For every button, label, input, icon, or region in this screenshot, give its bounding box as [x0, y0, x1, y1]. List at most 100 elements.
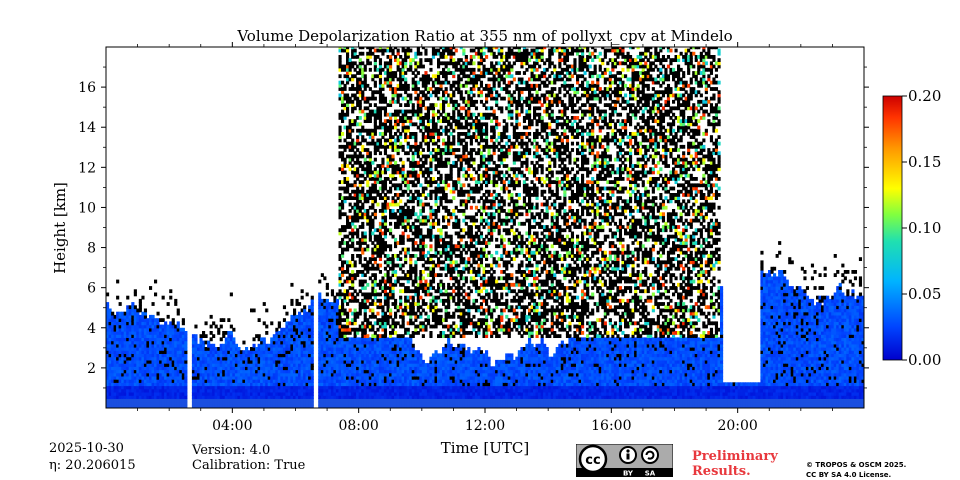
heat-cell: [338, 266, 342, 271]
heat-cell: [149, 343, 153, 348]
heat-cell: [257, 392, 261, 396]
heat-cell: [358, 109, 362, 114]
heat-cell: [176, 356, 180, 361]
heat-cell: [348, 321, 352, 326]
heat-cell: [383, 225, 388, 229]
heat-cell: [373, 48, 377, 53]
heat-cell: [333, 327, 337, 332]
heat-cell: [419, 279, 423, 284]
heat-cell: [287, 334, 292, 339]
heat-cell: [166, 375, 170, 380]
heat-cell: [363, 359, 367, 364]
heat-cell: [416, 398, 420, 403]
heat-cell: [133, 363, 137, 367]
heat-cell: [305, 347, 309, 351]
heat-cell: [383, 205, 388, 210]
heat-cell: [424, 289, 428, 294]
heat-cell: [108, 350, 112, 355]
heat-cell: [343, 212, 347, 217]
heat-cell: [298, 359, 302, 364]
heat-cell: [227, 372, 231, 377]
heat-cell: [133, 356, 137, 361]
heat-cell: [245, 401, 249, 406]
heat-cell: [270, 379, 274, 383]
heat-cell: [171, 350, 175, 355]
heat-cell: [368, 103, 372, 108]
heat-cell: [381, 343, 385, 348]
heat-cell: [224, 401, 228, 406]
heat-cell: [219, 395, 223, 400]
heat-cell: [323, 337, 327, 342]
heat-cell: [174, 298, 178, 303]
heat-cell: [391, 196, 395, 201]
heat-cell: [123, 327, 127, 332]
heat-cell: [227, 392, 231, 396]
heat-cell: [229, 353, 233, 358]
heat-cell: [232, 404, 236, 408]
heat-cell: [287, 331, 292, 335]
heat-cell: [111, 314, 115, 319]
heat-cell: [242, 369, 246, 374]
heat-cell: [394, 382, 398, 387]
heat-cell: [136, 385, 140, 390]
heat-cell: [401, 160, 405, 165]
heat-cell: [305, 379, 309, 383]
heat-cell: [308, 331, 312, 335]
heat-cell: [363, 382, 367, 387]
heat-cell: [404, 305, 408, 310]
heat-cell: [229, 372, 233, 377]
heat-cell: [227, 318, 231, 323]
heat-cell: [386, 395, 390, 400]
heat-cell: [378, 173, 383, 178]
heat-cell: [194, 347, 198, 351]
heat-cell: [133, 369, 137, 374]
heat-cell: [368, 366, 372, 371]
heat-cell: [136, 314, 140, 319]
heat-cell: [338, 154, 342, 159]
heat-cell: [383, 80, 388, 85]
heat-cell: [310, 375, 314, 380]
heat-cell: [247, 395, 251, 400]
heat-cell: [416, 51, 420, 56]
heat-cell: [391, 302, 395, 306]
heat-cell: [154, 385, 158, 390]
heat-cell: [404, 369, 408, 374]
heat-cell: [341, 186, 345, 191]
heat-cell: [181, 331, 185, 335]
heat-cell: [373, 96, 377, 101]
heat-cell: [389, 257, 393, 262]
heat-cell: [212, 375, 216, 380]
heat-cell: [325, 347, 329, 351]
heat-cell: [176, 350, 180, 355]
heat-cell: [197, 398, 201, 403]
heat-cell: [151, 347, 155, 351]
heat-cell: [391, 77, 395, 82]
heat-cell: [272, 340, 276, 345]
heat-cell: [406, 237, 410, 242]
heat-cell: [366, 47, 370, 50]
heat-cell: [149, 324, 153, 329]
heat-cell: [298, 353, 302, 358]
heat-cell: [323, 327, 327, 332]
heat-cell: [383, 177, 388, 181]
heat-cell: [209, 375, 213, 380]
heat-cell: [356, 241, 360, 245]
heat-cell: [285, 311, 289, 316]
heat-cell: [298, 382, 302, 387]
heat-cell: [280, 375, 284, 380]
heat-cell: [348, 128, 352, 133]
heat-cell: [399, 234, 403, 239]
heat-cell: [338, 324, 342, 329]
heat-cell: [401, 116, 405, 120]
heat-cell: [414, 353, 418, 358]
heat-cell: [396, 87, 400, 91]
heat-cell: [348, 363, 352, 367]
heat-cell: [174, 404, 178, 408]
heat-cell: [378, 270, 383, 274]
heat-cell: [389, 55, 393, 59]
heat-cell: [419, 164, 423, 168]
heat-cell: [356, 347, 360, 351]
heat-cell: [204, 388, 208, 393]
heat-cell: [401, 337, 405, 342]
heat-cell: [181, 363, 185, 367]
